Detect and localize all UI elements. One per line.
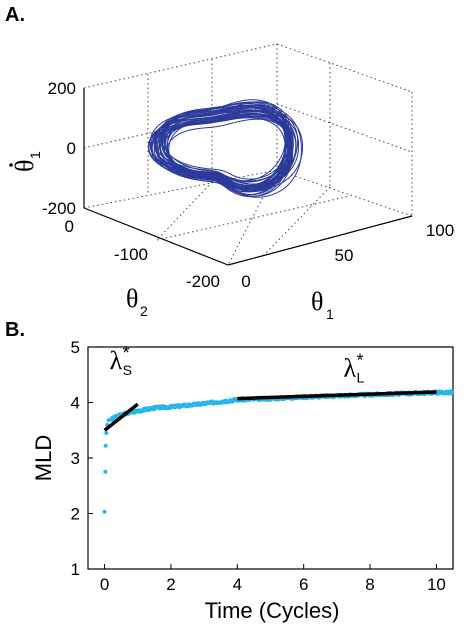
grid-floor-4 [261, 186, 331, 258]
grid-floor-1 [156, 195, 351, 241]
y-axis-title-main: θ [126, 284, 138, 313]
x-tick-100: 100 [426, 221, 454, 240]
panel-b-fits [103, 390, 437, 432]
data-point [450, 389, 455, 394]
y-axis-title-sub: 2 [140, 303, 148, 319]
x-axis-title-b: Time (Cycles) [205, 598, 340, 623]
data-point [102, 509, 107, 514]
x-tick-label: 8 [365, 575, 374, 594]
z-axis-title-sub: 1 [27, 151, 43, 159]
lambda-l-sub: L [357, 369, 365, 385]
lambda-s-annotation: λ * S [110, 343, 132, 378]
grid-bottom-back-edges [83, 169, 413, 217]
z-axis-title-dot [9, 163, 13, 167]
z-axis-title: θ 1 [9, 151, 43, 172]
x-tick-label: 0 [100, 575, 109, 594]
panel-b-label: B. [5, 319, 25, 341]
trajectory-loop [163, 105, 286, 187]
lambda-l-star: * [357, 350, 364, 370]
x-axis-title-main: θ [311, 287, 323, 316]
long-term-fit-line [237, 390, 437, 401]
y-axis-title-b: MLD [31, 435, 56, 481]
trajectory-loop [166, 101, 293, 190]
x-tick-label: 4 [233, 575, 242, 594]
panel-a-grid [83, 43, 413, 266]
x-tick-label: 10 [427, 575, 446, 594]
lambda-l-symbol: λ [344, 353, 357, 382]
y-tick-label: 1 [71, 560, 80, 579]
data-point [103, 443, 108, 448]
data-point [103, 469, 108, 474]
trajectory-loop [153, 113, 290, 193]
lambda-l-annotation: λ * L [344, 350, 365, 385]
x-tick-label: 6 [299, 575, 308, 594]
grid-mid-back-edges [83, 103, 413, 153]
y-tick-label: 5 [71, 338, 80, 357]
panel-b-points [102, 389, 455, 514]
lambda-s-symbol: λ [110, 346, 123, 375]
z-tick-neg200: -200 [42, 199, 76, 218]
x-tick-50: 50 [335, 246, 354, 265]
x-axis-title-sub: 1 [326, 306, 334, 322]
z-axis-title-main: θ [10, 160, 39, 172]
y-axis-title: θ 2 [126, 284, 148, 319]
plot-frame [87, 346, 454, 570]
lambda-s-star: * [123, 343, 130, 363]
y-tick-label: 4 [71, 394, 80, 413]
y-tick-neg200: -200 [186, 272, 220, 291]
y-axis-line [83, 207, 229, 266]
x-tick-label: 2 [166, 575, 175, 594]
y-tick-neg100: -100 [114, 245, 148, 264]
grid-floor-5 [156, 181, 213, 241]
panel-a: A. 200 0 -200 0 [5, 4, 454, 322]
data-point [104, 431, 109, 435]
x-axis-line [227, 215, 413, 266]
lambda-s-sub: S [123, 362, 132, 378]
x-tick-0: 0 [241, 272, 250, 291]
trajectory-loop [161, 104, 292, 193]
trajectory-loop [161, 112, 286, 182]
limit-cycle-trajectory [147, 99, 303, 198]
trajectory-loop [165, 107, 289, 196]
y-tick-label: 3 [71, 449, 80, 468]
grid-top-back-edges [83, 43, 413, 93]
trajectory-loop [159, 102, 293, 197]
trajectory-loop [154, 110, 292, 191]
panel-a-label: A. [5, 4, 25, 26]
short-term-fit-line [103, 402, 139, 432]
z-tick-200: 200 [48, 79, 76, 98]
y-tick-0: 0 [65, 217, 74, 236]
y-tick-label: 2 [71, 505, 80, 524]
z-tick-0: 0 [67, 139, 76, 158]
x-axis-title: θ 1 [311, 287, 334, 322]
